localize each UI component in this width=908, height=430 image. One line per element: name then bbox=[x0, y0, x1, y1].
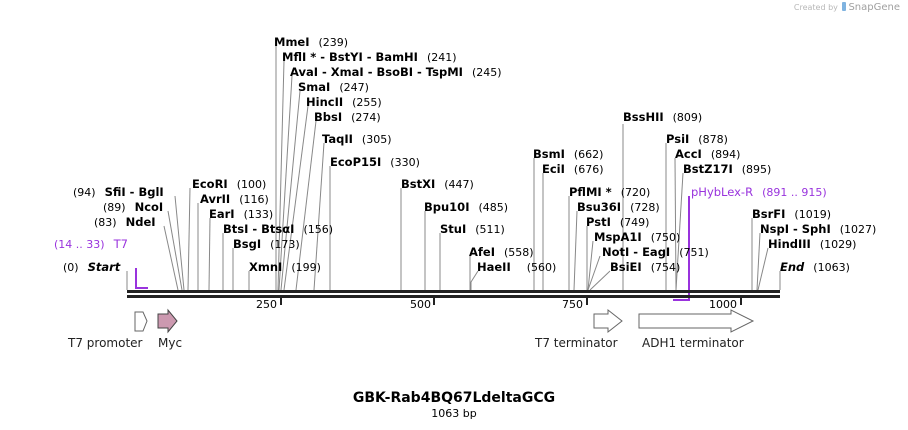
site-noti-eagi[interactable]: NotI - EagI (751) bbox=[602, 245, 709, 259]
snapgene-credit: Created by SnapGene bbox=[793, 2, 900, 13]
construct-length: 1063 bp bbox=[431, 407, 477, 420]
site-bstxi[interactable]: BstXI (447) bbox=[401, 177, 474, 191]
primer-marks bbox=[135, 196, 690, 301]
site-mmei[interactable]: MmeI (239) bbox=[274, 35, 349, 49]
backbone-top-strand bbox=[127, 290, 780, 293]
site-bbsi[interactable]: BbsI (274) bbox=[314, 110, 381, 124]
backbone-bottom-strand bbox=[127, 295, 780, 298]
site-psii[interactable]: PsiI (878) bbox=[666, 132, 728, 146]
site-xmni[interactable]: XmnI (199) bbox=[249, 260, 321, 274]
site-sfii-bgli[interactable]: (94) SfiI - BglI bbox=[73, 185, 164, 199]
site-btsi-btsai[interactable]: BtsI - BtsαI (156) bbox=[223, 222, 334, 236]
site-smai[interactable]: SmaI (247) bbox=[298, 80, 369, 94]
site-haeii[interactable]: HaeII (560) bbox=[477, 260, 557, 274]
feature-adh1-terminator-arrow bbox=[638, 309, 755, 333]
site-ndei[interactable]: (83) NdeI bbox=[94, 215, 156, 229]
site-bsiei[interactable]: BsiEI (754) bbox=[610, 260, 681, 274]
site-hindiii[interactable]: HindIII (1029) bbox=[768, 237, 857, 251]
site-connector-lines bbox=[126, 46, 781, 291]
site-taqii[interactable]: TaqII (305) bbox=[322, 132, 392, 146]
site-bsgi[interactable]: BsgI (173) bbox=[233, 237, 300, 251]
site-mspa1i[interactable]: MspA1I (750) bbox=[594, 230, 681, 244]
feature-adh1-terminator[interactable]: ADH1 terminator bbox=[642, 336, 744, 350]
site-ecii[interactable]: EciI (676) bbox=[542, 162, 604, 176]
site-ecori[interactable]: EcoRI (100) bbox=[192, 177, 267, 191]
site-pflmi[interactable]: PflMI * (720) bbox=[569, 185, 651, 199]
primer-t7[interactable]: (14 .. 33) T7 bbox=[54, 237, 128, 251]
site-bsu36i[interactable]: Bsu36I (728) bbox=[577, 200, 660, 214]
tick-label-1000: 1000 bbox=[709, 298, 737, 311]
site-bstz17i[interactable]: BstZ17I (895) bbox=[683, 162, 772, 176]
site-mfli-bstyi-bamhi[interactable]: MflI * - BstYI - BamHI (241) bbox=[282, 50, 457, 64]
feature-t7-terminator[interactable]: T7 terminator bbox=[535, 336, 618, 350]
site-end[interactable]: End (1063) bbox=[780, 260, 850, 274]
feature-myc-arrow bbox=[157, 308, 178, 334]
site-acci[interactable]: AccI (894) bbox=[675, 147, 741, 161]
site-afei[interactable]: AfeI (558) bbox=[469, 245, 534, 259]
snapgene-logo-icon bbox=[842, 2, 847, 11]
site-bsmi[interactable]: BsmI (662) bbox=[533, 147, 604, 161]
feature-t7-terminator-arrow bbox=[593, 308, 623, 334]
primer-phyblex-r[interactable]: pHybLex-R (891 .. 915) bbox=[691, 185, 827, 199]
site-bsshii[interactable]: BssHII (809) bbox=[623, 110, 703, 124]
tick-label-750: 750 bbox=[562, 298, 583, 311]
site-eari[interactable]: EarI (133) bbox=[209, 207, 274, 221]
tick-label-250: 250 bbox=[256, 298, 277, 311]
site-avrii[interactable]: AvrII (116) bbox=[200, 192, 269, 206]
site-ncoi[interactable]: (89) NcoI bbox=[103, 200, 164, 214]
site-hincii[interactable]: HincII (255) bbox=[306, 95, 382, 109]
site-stui[interactable]: StuI (511) bbox=[440, 222, 505, 236]
tick-label-500: 500 bbox=[410, 298, 431, 311]
feature-myc[interactable]: Myc bbox=[158, 336, 183, 350]
site-ecop15i[interactable]: EcoP15I (330) bbox=[330, 155, 420, 169]
site-bsrfi[interactable]: BsrFI (1019) bbox=[752, 207, 831, 221]
site-bpu10i[interactable]: Bpu10I (485) bbox=[424, 200, 509, 214]
construct-name: GBK-Rab4BQ67LdeltaGCG bbox=[352, 390, 556, 406]
site-psti[interactable]: PstI (749) bbox=[586, 215, 650, 229]
feature-t7-promoter[interactable]: T7 promoter bbox=[68, 336, 143, 350]
site-nspi-sphi[interactable]: NspI - SphI (1027) bbox=[760, 222, 877, 236]
feature-t7-promoter-arrow bbox=[134, 311, 148, 332]
site-avai-xmai-bsobi-tspmi[interactable]: AvaI - XmaI - BsoBI - TspMI (245) bbox=[290, 65, 502, 79]
site-start[interactable]: (0) Start bbox=[63, 260, 121, 274]
